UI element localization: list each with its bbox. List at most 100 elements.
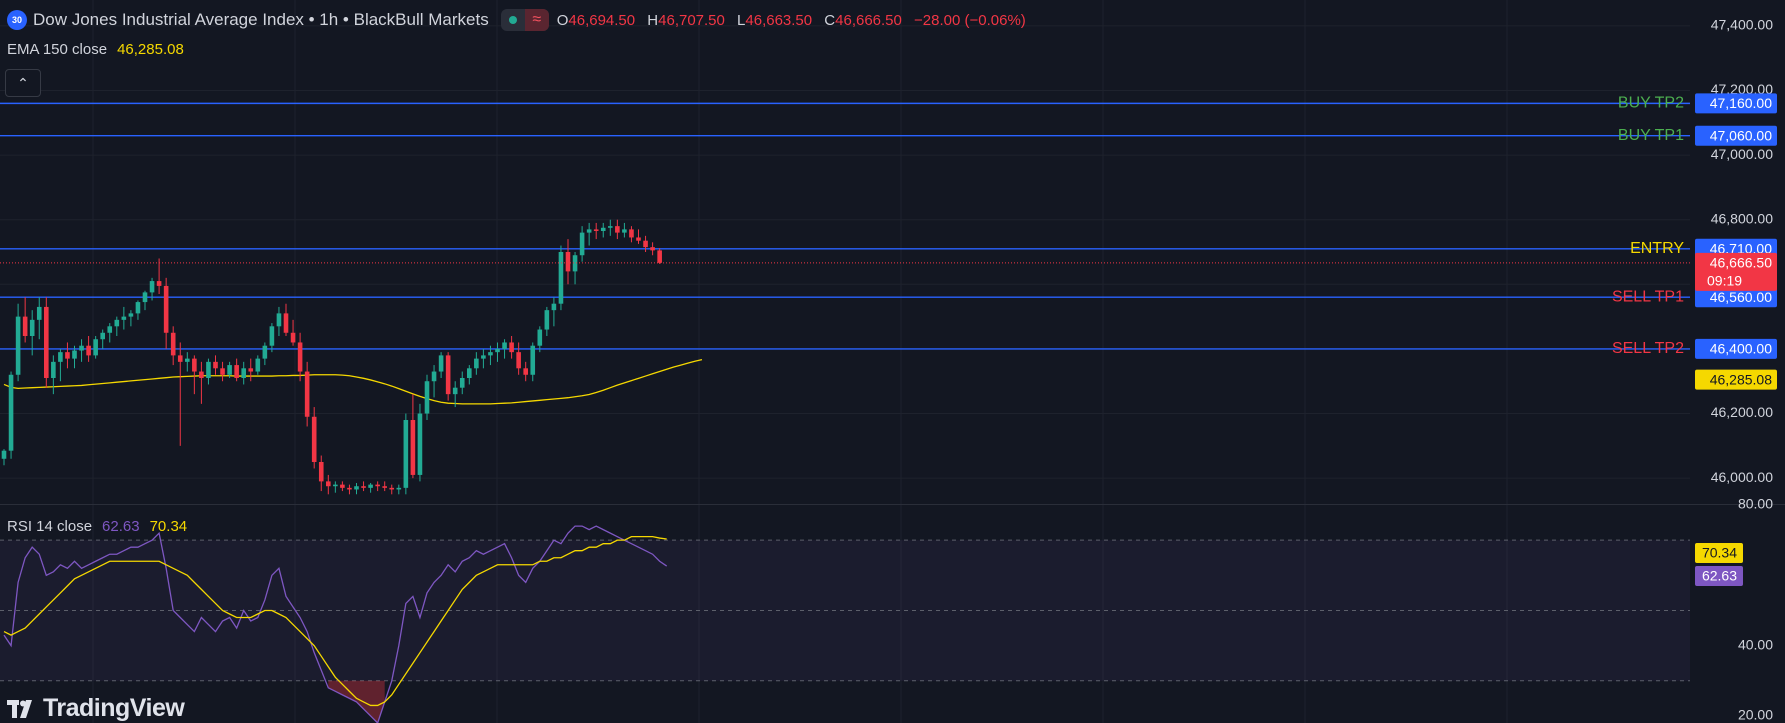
candle-body [29,319,35,336]
candle-body [347,487,352,490]
candle-body [156,281,162,286]
candle-body [396,487,402,490]
candle-body [558,252,564,304]
candle-body [262,345,268,359]
level-price-tag-label: 46,710.00 [1710,240,1772,256]
candle-body [51,361,56,378]
candle-body [452,387,458,395]
candle-body [36,306,42,320]
ema-legend[interactable]: EMA 150 close 46,285.08 [7,41,184,58]
candle-body [608,226,613,228]
rsi-axis-tick-label: 80.00 [1738,496,1773,512]
candle-body [86,345,91,356]
symbol-badge[interactable]: 30 [7,10,27,30]
collapse-legend-button[interactable]: ⌃ [5,69,41,97]
candle-body [79,345,84,351]
candle-body [657,250,662,263]
candle-body [213,361,218,369]
candle-body [93,339,98,356]
candle-body [615,226,620,233]
candle-body [586,229,592,233]
tradingview-logo-icon [7,699,32,718]
candle-body [199,371,204,378]
candle-body [22,316,28,336]
candle-body [72,350,77,359]
rsi-axis-tick-label: 40.00 [1738,636,1773,652]
candle-body [424,381,430,414]
level-price-tag [1695,93,1777,114]
level-label: SELL TP1 [1612,288,1684,305]
candle-body [495,348,500,353]
candle-body [467,368,472,378]
rsi-ma-line [3,535,667,707]
candle-body [227,365,232,375]
price-axis-tick-label: 46,000.00 [1711,469,1773,485]
chart-title[interactable]: Dow Jones Industrial Average Index • 1h … [33,10,489,29]
rsi-ma-legend-value: 70.34 [149,518,188,535]
candle-body [459,378,465,388]
candle-body [361,486,366,488]
candle-body [410,420,416,475]
level-price-tag [1695,287,1777,308]
ema-line [3,358,703,405]
candle-body [128,313,134,317]
last-price-tag-label: 46,666.50 [1710,255,1772,271]
wave-icon: ≈ [524,9,549,31]
candle-body [354,486,359,490]
candle-body [572,255,578,272]
bar-countdown-label: 09:19 [1707,273,1742,289]
candle-body [537,329,543,346]
chart-legend: 30 Dow Jones Industrial Average Index • … [7,9,1026,31]
candle-body [382,486,387,488]
tradingview-logo-text: TradingView [43,694,185,722]
rsi-line [3,525,668,723]
ema-price-tag [1695,369,1777,390]
candle-body [622,229,627,233]
chevron-up-icon: ⌃ [17,74,29,91]
candle-body [135,302,141,314]
candle-body [100,332,105,340]
candle-body [177,355,183,362]
candle-body [163,285,169,333]
rsi-legend[interactable]: RSI 14 close 62.63 70.34 [7,518,187,535]
level-price-tag-label: 46,560.00 [1710,289,1772,305]
candle-body [403,420,409,488]
ema-legend-value: 46,285.08 [117,41,184,58]
candle-body [636,237,641,241]
candle-body [44,306,49,378]
candle-body [516,352,521,369]
candle-body [389,487,395,490]
candle-body [220,368,225,375]
rsi-tag-label: 62.63 [1702,568,1737,584]
candle-body [283,313,289,333]
price-axis-tick-label: 46,800.00 [1711,210,1773,226]
price-axis-tick-label: 46,200.00 [1711,404,1773,420]
ema-price-tag-label: 46,285.08 [1710,371,1772,387]
rsi-band-fill [0,540,1690,681]
candle-body [474,358,479,369]
candle-body [241,368,246,378]
candle-body [206,361,211,378]
market-open-dot-icon [508,16,517,24]
candle-body [431,371,437,382]
candle-body [481,355,486,359]
level-price-tag [1695,125,1777,146]
level-price-tag [1695,338,1777,359]
candle-body [297,342,303,372]
rsi-ma-tag-label: 70.34 [1702,545,1737,561]
candle-body [311,416,317,462]
candle-body [276,313,282,327]
candle-body [509,342,514,353]
rsi-axis-tick-label: 20.00 [1738,707,1773,723]
price-axis-tick-label: 47,400.00 [1711,17,1773,33]
candle-body [340,484,345,488]
candle-body [417,413,423,475]
price-axis-tick-label: 47,200.00 [1711,81,1773,97]
level-price-tag-label: 46,400.00 [1710,341,1772,357]
tradingview-logo[interactable]: TradingView [7,694,185,723]
candle-body [523,368,528,375]
candle-body [269,326,275,346]
price-axis-tick-label: 47,000.00 [1711,146,1773,162]
market-status-pill[interactable]: ≈ [500,9,549,31]
